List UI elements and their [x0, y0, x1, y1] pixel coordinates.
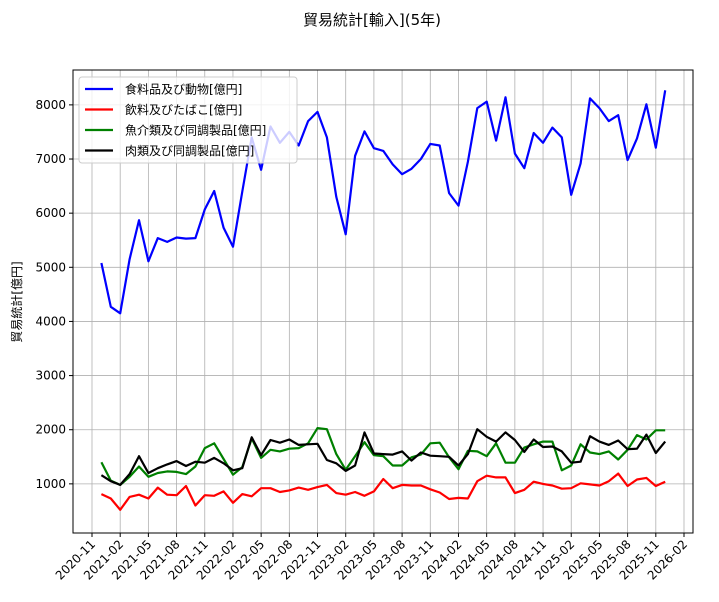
y-tick-label: 4000: [35, 314, 66, 328]
series-line-2: [100, 427, 666, 486]
y-tick-label: 8000: [35, 98, 66, 112]
legend-label: 飲料及びたばこ[億円]: [125, 102, 242, 117]
chart-title: 貿易統計[輸入](5年): [303, 11, 441, 29]
y-tick-label: 3000: [35, 369, 66, 383]
y-tick-label: 6000: [35, 206, 66, 220]
y-tick-label: 5000: [35, 260, 66, 274]
series-line-3: [100, 428, 667, 486]
y-tick-label: 7000: [35, 152, 66, 166]
legend-label: 魚介類及び同調製品[億円]: [125, 124, 266, 138]
y-tick-label: 2000: [35, 423, 66, 437]
legend: 食料品及び動物[億円] 飲料及びたばこ[億円] 魚介類及び同調製品[億円] 肉類及び同…: [78, 76, 298, 164]
series-line-0: [100, 90, 667, 315]
plot-frame: [72, 69, 694, 534]
legend-box: [78, 76, 298, 164]
y-tick-label: 1000: [35, 477, 66, 491]
legend-label: 肉類及び同調製品[億円]: [125, 144, 254, 158]
series-line-1: [100, 472, 666, 511]
legend-label: 食料品及び動物[億円]: [125, 82, 242, 97]
y-axis-label: 貿易統計[億円]: [9, 261, 24, 342]
